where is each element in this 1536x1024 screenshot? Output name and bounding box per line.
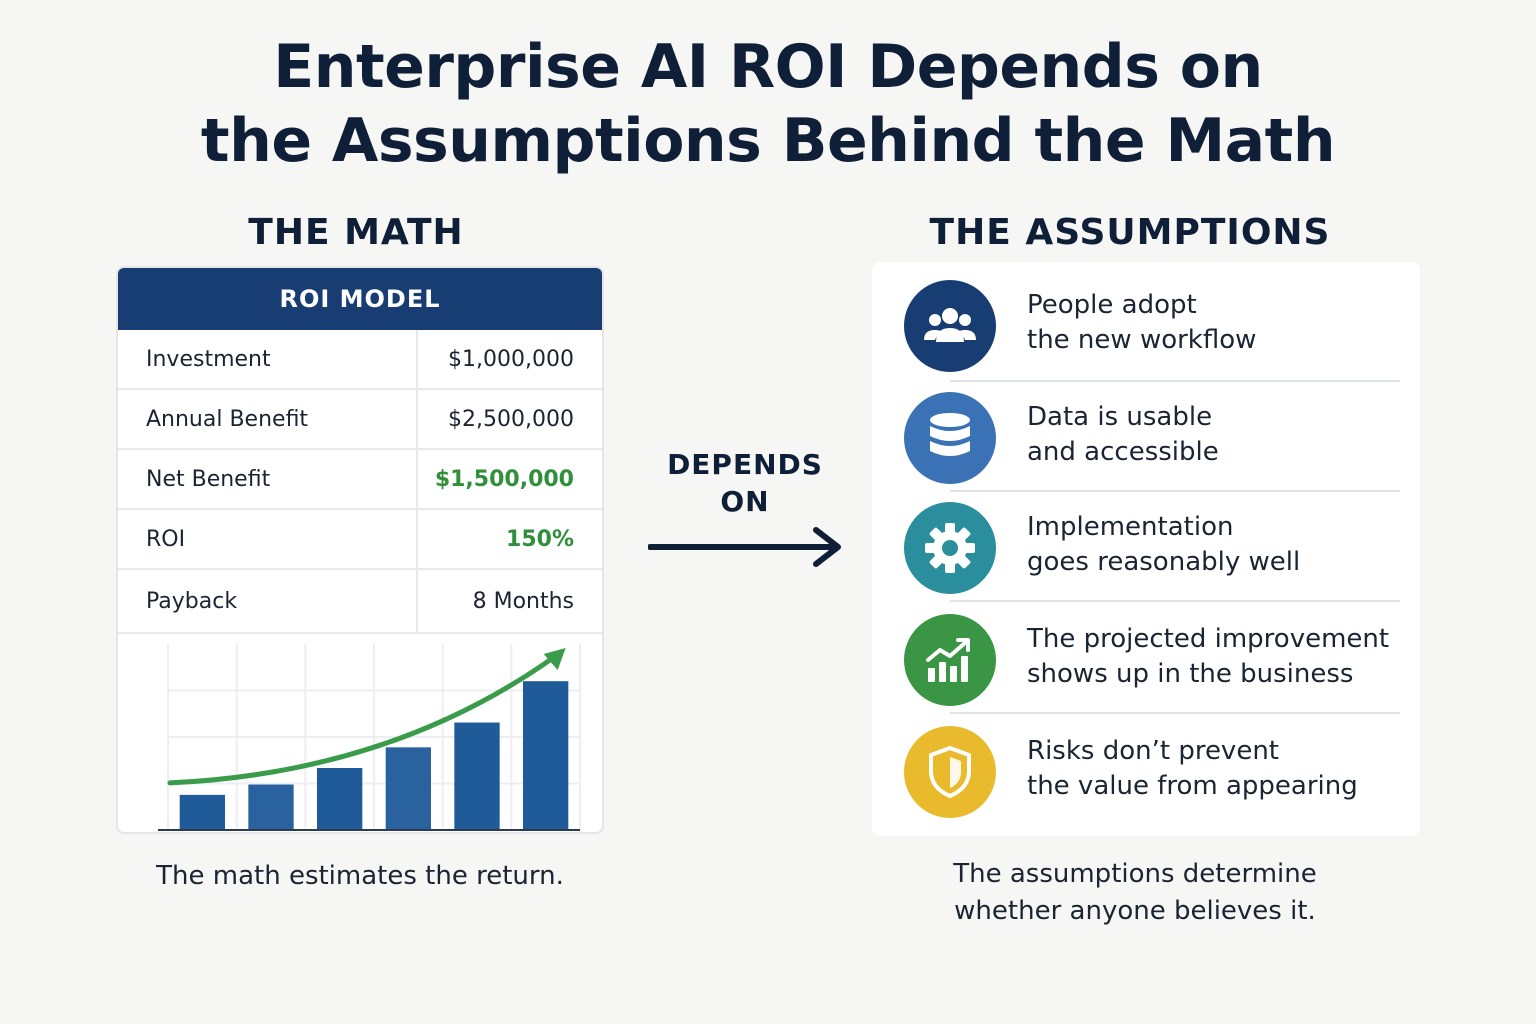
chart-bar bbox=[523, 681, 569, 830]
chart-bar bbox=[454, 722, 500, 830]
assumption-text: Risks don’t prevent the value from appea… bbox=[1027, 734, 1407, 804]
roi-label: Investment bbox=[118, 330, 418, 388]
growth-bar-chart bbox=[158, 644, 581, 831]
assumption-line-1: Data is usable bbox=[1027, 402, 1213, 432]
roi-value: $1,500,000 bbox=[434, 466, 574, 492]
title-line-2: the Assumptions Behind the Math bbox=[200, 106, 1336, 176]
roi-model-card: ROI MODEL Investment $1,000,000 Annual B… bbox=[116, 266, 604, 834]
assumption-line-1: People adopt bbox=[1027, 290, 1197, 320]
caption-line-1: The assumptions determine bbox=[953, 859, 1317, 889]
assumption-text: Data is usable and accessible bbox=[1027, 400, 1407, 470]
divider bbox=[950, 712, 1400, 714]
divider bbox=[950, 490, 1400, 492]
right-arrow-icon bbox=[648, 527, 841, 567]
roi-row-roi: ROI 150% bbox=[118, 510, 602, 570]
roi-row-net-benefit: Net Benefit $1,500,000 bbox=[118, 450, 602, 510]
roi-label: Net Benefit bbox=[118, 450, 418, 508]
shield-icon bbox=[904, 726, 996, 818]
depends-on-label: DEPENDS ON bbox=[655, 446, 835, 520]
roi-value: $1,000,000 bbox=[448, 346, 574, 372]
assumption-line-1: Implementation bbox=[1027, 512, 1234, 542]
depends-line-1: DEPENDS bbox=[667, 448, 823, 481]
depends-line-2: ON bbox=[720, 485, 770, 518]
caption-line-2: whether anyone believes it. bbox=[954, 896, 1316, 926]
math-heading: THE MATH bbox=[248, 212, 464, 253]
roi-row-payback: Payback 8 Months bbox=[118, 570, 602, 634]
roi-model-header: ROI MODEL bbox=[118, 268, 602, 330]
roi-value: 150% bbox=[506, 526, 574, 552]
assumption-line-2: the new workflow bbox=[1027, 325, 1257, 355]
assumption-item-improvement: The projected improvement shows up in th… bbox=[872, 596, 1420, 708]
assumption-text: Implementation goes reasonably well bbox=[1027, 510, 1407, 580]
assumption-line-2: goes reasonably well bbox=[1027, 547, 1301, 577]
divider bbox=[950, 600, 1400, 602]
growth-chart-icon bbox=[904, 614, 996, 706]
math-caption: The math estimates the return. bbox=[156, 861, 564, 891]
title-line-1: Enterprise AI ROI Depends on bbox=[273, 32, 1263, 102]
database-icon bbox=[904, 392, 996, 484]
roi-value: 8 Months bbox=[472, 588, 574, 614]
people-icon bbox=[904, 280, 996, 372]
gear-icon bbox=[904, 502, 996, 594]
assumption-line-2: and accessible bbox=[1027, 437, 1219, 467]
assumption-line-2: shows up in the business bbox=[1027, 659, 1354, 689]
roi-label: Payback bbox=[118, 570, 418, 632]
divider bbox=[950, 380, 1400, 382]
roi-value: $2,500,000 bbox=[448, 406, 574, 432]
assumption-text: People adopt the new workflow bbox=[1027, 288, 1407, 358]
roi-row-investment: Investment $1,000,000 bbox=[118, 330, 602, 390]
assumption-text: The projected improvement shows up in th… bbox=[1027, 622, 1407, 692]
roi-label: ROI bbox=[118, 510, 418, 568]
assumptions-caption: The assumptions determine whether anyone… bbox=[880, 856, 1390, 930]
chart-bar bbox=[317, 768, 363, 830]
chart-bar bbox=[248, 784, 294, 830]
assumption-line-1: The projected improvement bbox=[1027, 624, 1390, 654]
assumptions-heading: THE ASSUMPTIONS bbox=[929, 212, 1331, 253]
page-title: Enterprise AI ROI Depends on the Assumpt… bbox=[0, 30, 1536, 178]
roi-label: Annual Benefit bbox=[118, 390, 418, 448]
assumptions-card: People adopt the new workflow Data is us… bbox=[872, 262, 1420, 836]
trend-arrow-line bbox=[167, 653, 559, 786]
assumption-line-1: Risks don’t prevent bbox=[1027, 736, 1279, 766]
assumption-item-data: Data is usable and accessible bbox=[872, 374, 1420, 486]
assumption-item-implementation: Implementation goes reasonably well bbox=[872, 484, 1420, 596]
chart-bar bbox=[179, 794, 225, 830]
roi-row-annual-benefit: Annual Benefit $2,500,000 bbox=[118, 390, 602, 450]
trend-arrow-head bbox=[543, 648, 566, 670]
chart-bar bbox=[385, 747, 431, 830]
assumption-item-adoption: People adopt the new workflow bbox=[872, 262, 1420, 374]
assumption-item-risks: Risks don’t prevent the value from appea… bbox=[872, 708, 1420, 820]
assumption-line-2: the value from appearing bbox=[1027, 771, 1358, 801]
